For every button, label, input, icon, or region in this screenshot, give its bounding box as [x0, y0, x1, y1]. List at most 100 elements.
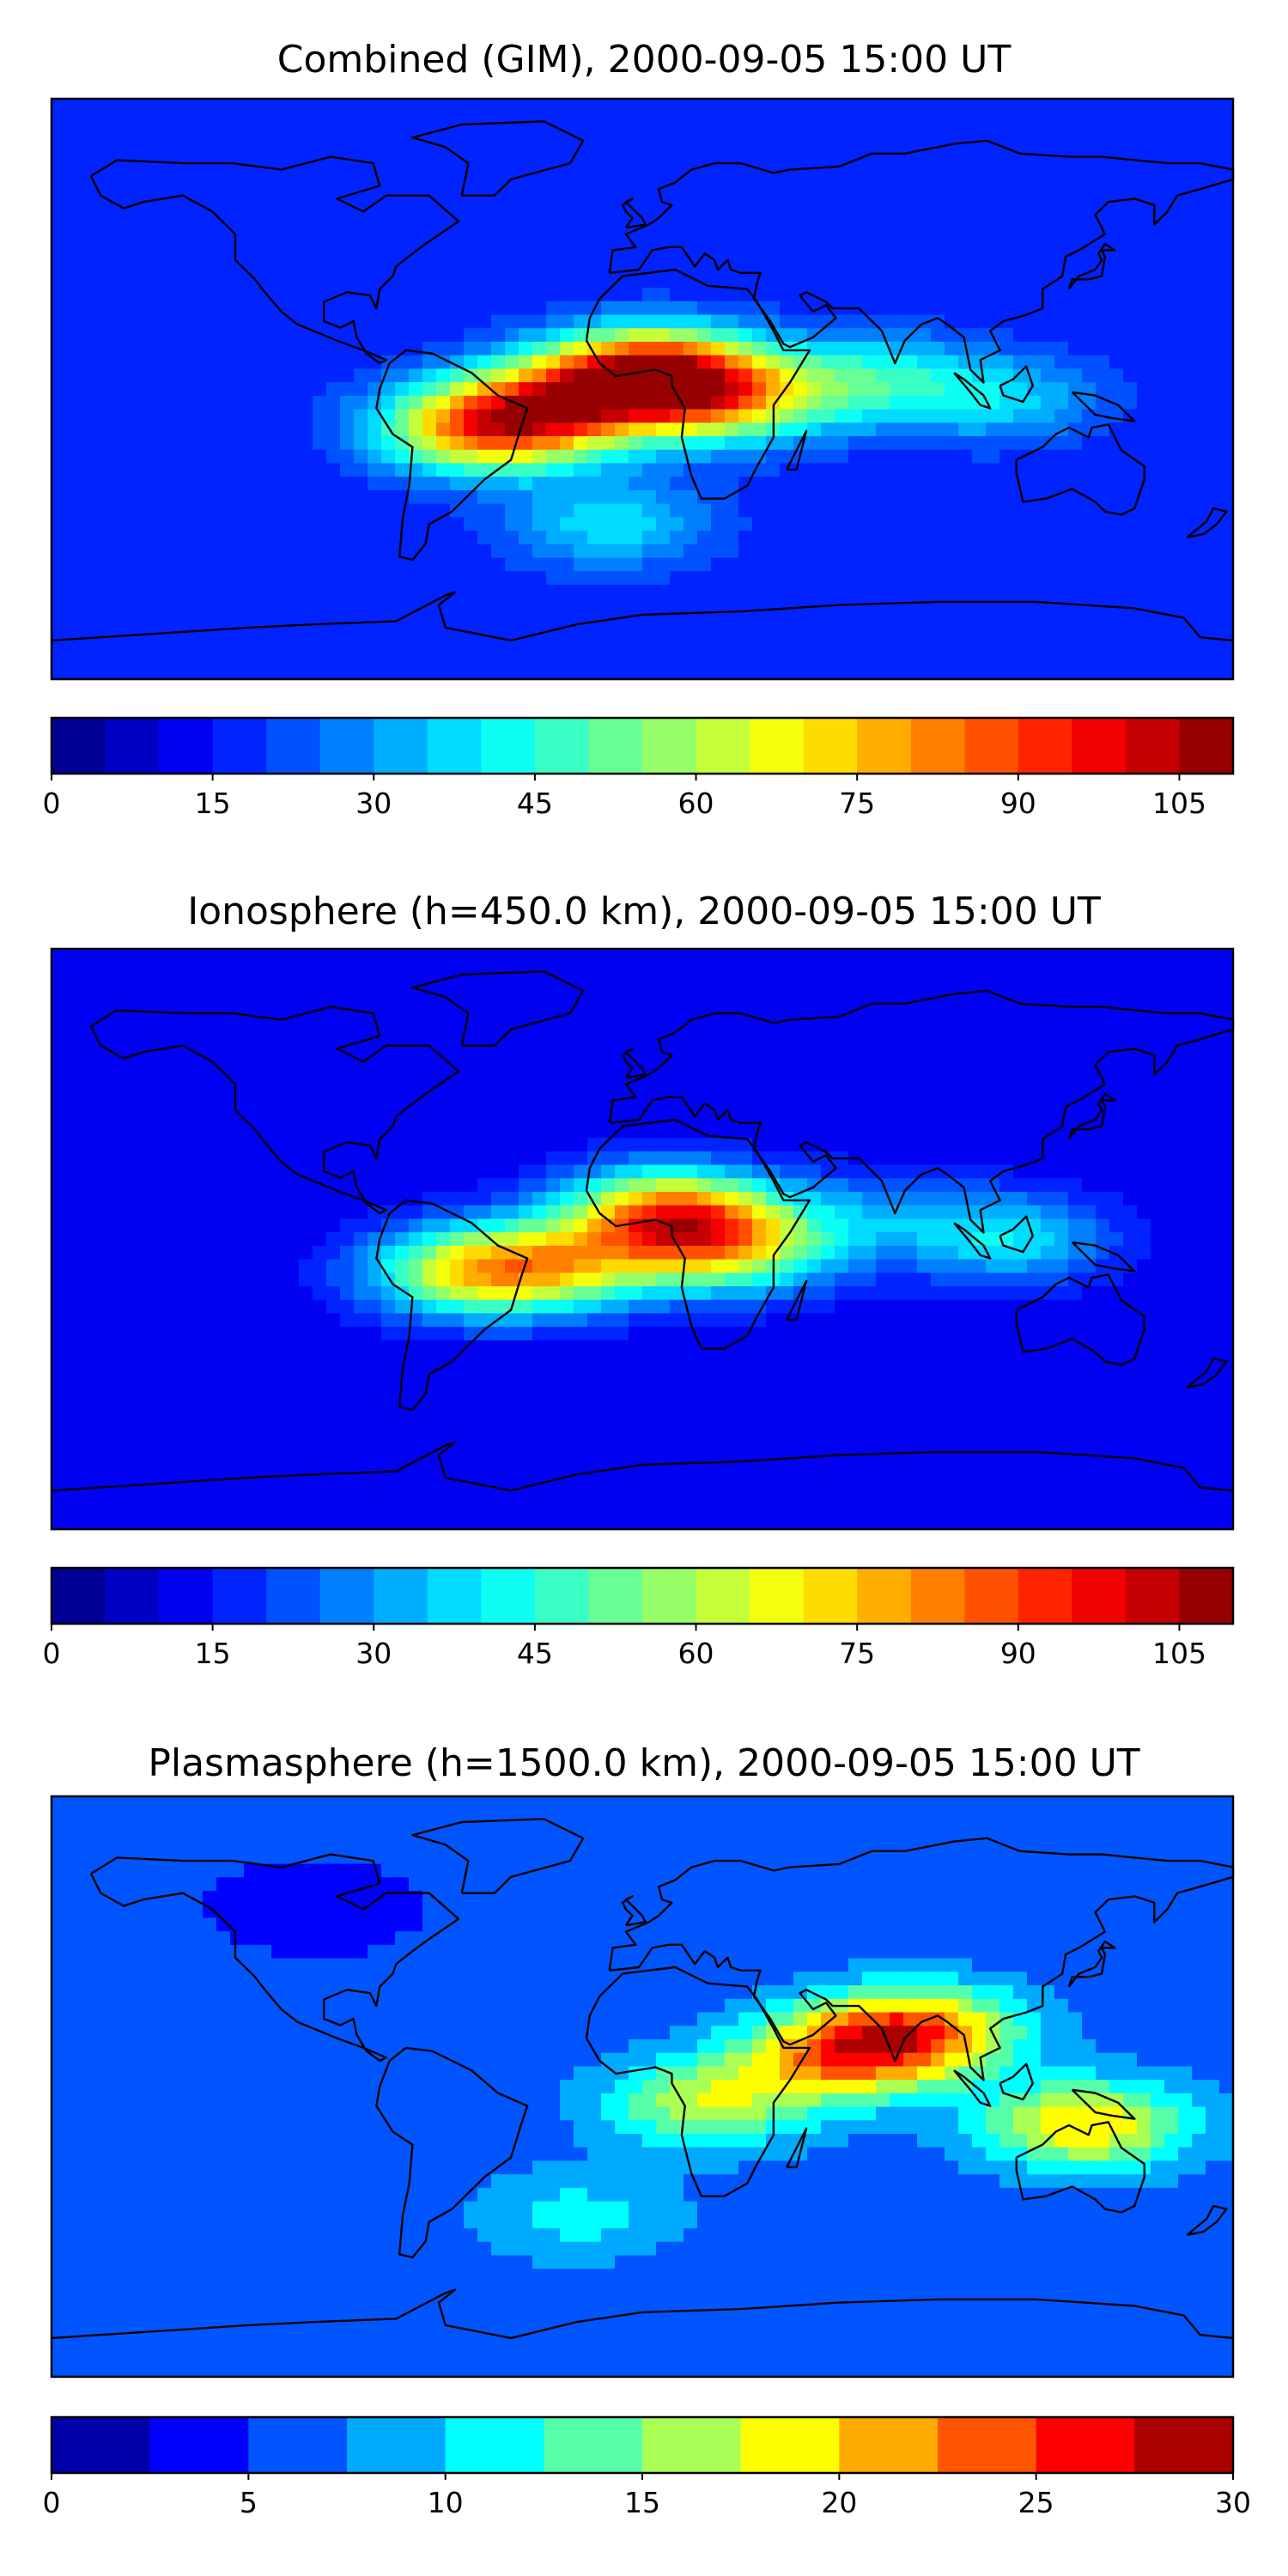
field-cell: [464, 517, 478, 532]
field-cell: [1137, 260, 1151, 275]
field-cell: [161, 125, 176, 140]
field-cell: [587, 598, 602, 612]
field-cell: [1151, 1043, 1165, 1058]
field-cell: [711, 638, 726, 653]
field-cell: [1068, 638, 1083, 653]
field-cell: [52, 503, 66, 518]
field-cell: [848, 989, 863, 1004]
field-cell: [738, 1110, 753, 1125]
field-cell: [945, 463, 959, 477]
field-cell: [876, 341, 890, 356]
field-cell: [313, 99, 327, 113]
field-cell: [395, 328, 410, 343]
field-cell: [258, 246, 272, 262]
field-cell: [134, 99, 149, 113]
field-cell: [1192, 288, 1206, 302]
field-cell: [285, 368, 300, 383]
field-cell: [450, 1084, 465, 1098]
field-cell: [436, 1002, 451, 1018]
field-cell: [409, 463, 423, 477]
field-cell: [148, 1002, 162, 1018]
field-cell: [587, 625, 602, 640]
field-cell: [821, 1097, 835, 1112]
field-cell: [395, 193, 410, 208]
field-cell: [93, 368, 107, 383]
field-cell: [752, 1056, 767, 1072]
field-cell: [106, 234, 121, 248]
field-cell: [1027, 382, 1042, 397]
field-cell: [903, 544, 918, 559]
field-cell: [986, 125, 1000, 140]
field-cell: [313, 611, 327, 626]
field-cell: [752, 517, 767, 532]
field-cell: [642, 179, 657, 194]
field-cell: [999, 125, 1014, 140]
field-cell: [1054, 638, 1069, 653]
field-cell: [464, 1138, 478, 1152]
field-cell: [52, 328, 66, 343]
field-cell: [326, 1097, 341, 1112]
field-cell: [422, 436, 437, 451]
field-cell: [656, 355, 671, 370]
field-cell: [670, 975, 684, 990]
field-cell: [175, 463, 190, 477]
field-cell: [986, 246, 1000, 262]
field-cell: [876, 152, 890, 167]
field-cell: [601, 557, 616, 572]
colorbar-segment: [857, 718, 912, 774]
field-cell: [725, 665, 739, 680]
field-cell: [505, 584, 519, 599]
field-cell: [1109, 368, 1124, 383]
field-cell: [1054, 314, 1069, 329]
field-cell: [587, 531, 602, 545]
field-cell: [931, 422, 945, 437]
field-cell: [189, 368, 204, 383]
field-cell: [697, 193, 712, 208]
field-cell: [436, 652, 451, 666]
field-cell: [1192, 1043, 1206, 1058]
field-cell: [519, 341, 533, 356]
field-cell: [203, 422, 217, 437]
field-cell: [945, 489, 959, 505]
field-cell: [615, 1070, 629, 1084]
field-cell: [1206, 949, 1220, 963]
field-cell: [1164, 166, 1179, 180]
field-cell: [340, 99, 355, 113]
field-cell: [766, 246, 781, 262]
field-cell: [148, 665, 162, 680]
field-cell: [766, 1097, 781, 1112]
field-cell: [835, 571, 849, 586]
field-cell: [203, 949, 217, 963]
field-cell: [203, 611, 217, 626]
field-cell: [1164, 598, 1179, 612]
field-cell: [752, 975, 767, 990]
field-cell: [656, 517, 671, 532]
field-cell: [175, 557, 190, 572]
field-cell: [258, 274, 272, 289]
field-cell: [161, 409, 176, 423]
field-cell: [258, 288, 272, 302]
field-cell: [780, 274, 794, 289]
field-cell: [148, 1084, 162, 1098]
field-cell: [670, 206, 684, 222]
field-cell: [422, 1124, 437, 1139]
field-cell: [876, 99, 890, 113]
field-cell: [1192, 395, 1206, 410]
field-cell: [1219, 409, 1234, 423]
field-cell: [670, 1002, 684, 1018]
field-cell: [1082, 328, 1097, 343]
field-cell: [903, 557, 918, 572]
field-cell: [532, 1043, 547, 1058]
field-cell: [326, 341, 341, 356]
field-cell: [1082, 274, 1097, 289]
field-cell: [1123, 652, 1138, 666]
field-cell: [340, 584, 355, 599]
field-cell: [505, 1124, 519, 1139]
field-cell: [409, 395, 423, 410]
field-cell: [1123, 1110, 1138, 1125]
field-cell: [1192, 125, 1206, 140]
field-cell: [216, 395, 231, 410]
field-cell: [1137, 288, 1151, 302]
field-cell: [780, 477, 794, 491]
field-cell: [203, 531, 217, 545]
